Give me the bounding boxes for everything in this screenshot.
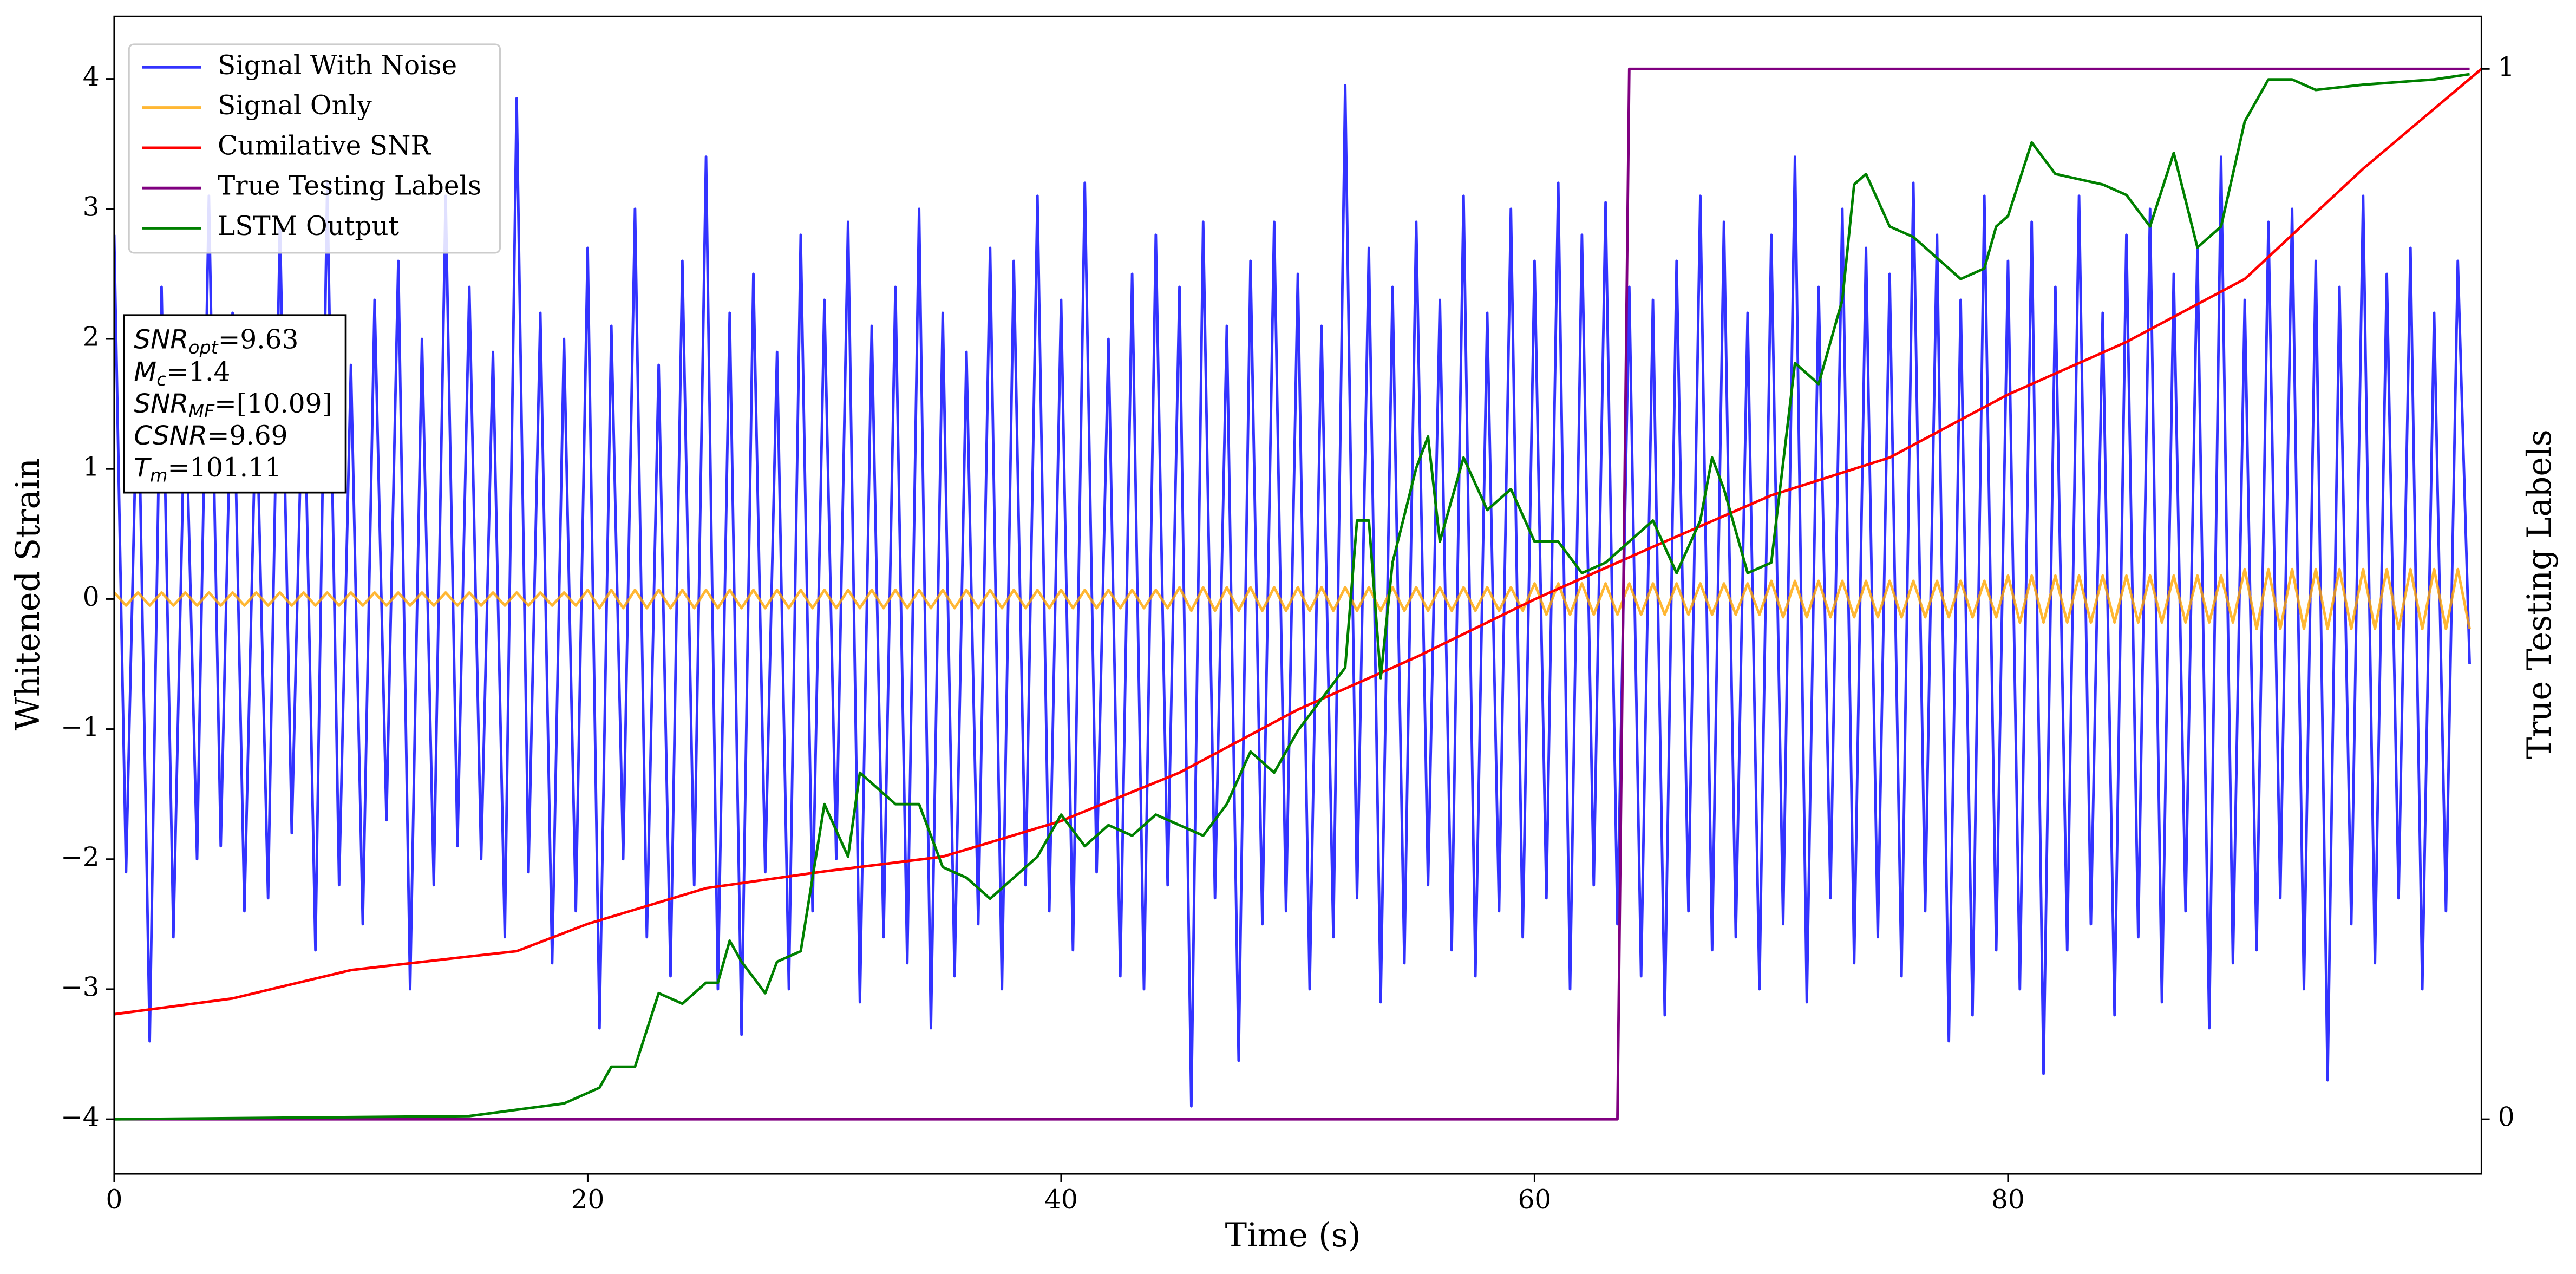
y-tick-label: −1 xyxy=(61,712,100,742)
y-tick-label: −3 xyxy=(61,972,100,1002)
x-tick-label: 40 xyxy=(1044,1185,1078,1215)
series-line xyxy=(114,68,2482,1016)
x-tick-label: 20 xyxy=(571,1185,605,1215)
annotation-text: =1.4 xyxy=(167,356,231,387)
legend-label: Signal Only xyxy=(218,90,372,121)
series-line xyxy=(114,67,2470,1121)
annotation-line: SNRopt=9.63 xyxy=(134,324,298,357)
annotation-line: CSNR=9.69 xyxy=(134,421,287,452)
series-line xyxy=(114,567,2471,631)
y2-tick-label: 1 xyxy=(2498,52,2515,82)
legend-label: Cumilative SNR xyxy=(218,130,431,161)
legend-label: Signal With Noise xyxy=(218,50,457,81)
x-tick-label: 80 xyxy=(1991,1185,2025,1215)
x-tick-label: 60 xyxy=(1518,1185,1552,1215)
annotation-text: =101.11 xyxy=(167,453,281,483)
annotation-sub: c xyxy=(156,368,166,389)
y-tick-label: −4 xyxy=(61,1102,100,1133)
annotation-var: SNR xyxy=(134,325,188,355)
legend-box xyxy=(128,43,501,254)
annotation-sub: m xyxy=(150,465,167,486)
annotation-var: T xyxy=(134,453,152,483)
y-tick-label: 4 xyxy=(83,62,100,92)
y-tick-label: 3 xyxy=(83,192,100,222)
series-line xyxy=(114,84,2471,1108)
x-tick-label: 0 xyxy=(106,1185,123,1215)
y2-tick-label: 0 xyxy=(2498,1102,2515,1133)
annotation-var: M xyxy=(134,357,156,387)
annotation-line: Mc=1.4 xyxy=(134,356,230,389)
y-tick-label: −2 xyxy=(61,842,100,872)
x-axis-label: Time (s) xyxy=(1225,1217,1361,1255)
y-tick-label: 1 xyxy=(83,452,100,482)
annotation-sub: MF xyxy=(188,401,215,422)
y2-axis-label: True Testing Labels xyxy=(2521,429,2559,759)
annotation-var: SNR xyxy=(134,389,188,419)
legend-label: True Testing Labels xyxy=(218,171,481,201)
y-axis-label: Whitened Strain xyxy=(9,458,47,730)
y-tick-label: 0 xyxy=(83,582,100,612)
annotation-sub: opt xyxy=(188,336,219,357)
annotation-var: CSNR xyxy=(134,421,207,451)
plot-frame xyxy=(113,15,2482,1175)
y-tick-label: 2 xyxy=(83,322,100,352)
legend-label: LSTM Output xyxy=(218,211,400,241)
annotation-text: =[10.09] xyxy=(214,388,332,419)
annotation-line: SNRMF=[10.09] xyxy=(134,388,332,421)
annotation-line: Tm=101.11 xyxy=(134,453,281,486)
annotation-text: =9.69 xyxy=(207,421,288,451)
annotation-text: =9.63 xyxy=(218,324,299,355)
annotation-box xyxy=(123,314,347,494)
series-line xyxy=(114,73,2470,1121)
